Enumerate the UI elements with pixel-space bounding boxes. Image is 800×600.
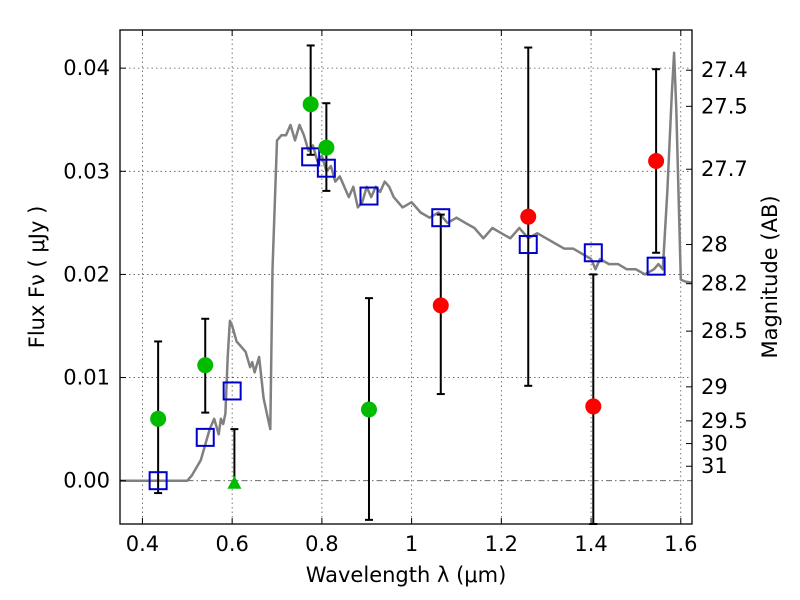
y-tick-label: 0.01 — [63, 366, 110, 390]
y-tick-label: 0.02 — [63, 262, 110, 286]
model-square-point — [431, 208, 451, 228]
mag-tick-label: 29 — [701, 375, 728, 399]
mag-tick-label: 28 — [701, 233, 728, 257]
upper-limit-triangle — [227, 475, 242, 489]
model-square-point — [195, 427, 215, 447]
mag-tick-label: 30 — [701, 432, 728, 456]
mag-tick-label: 28.5 — [701, 319, 748, 343]
observed-red-point — [520, 208, 537, 225]
observed-green-point — [318, 139, 335, 156]
grid-layer — [120, 30, 692, 524]
mag-tick-label: 28.2 — [701, 272, 748, 296]
mag-tick-label: 27.5 — [701, 94, 748, 118]
observed-green-point — [197, 357, 214, 374]
observed-green-point — [150, 410, 167, 427]
x-tick-label: 0.8 — [305, 532, 338, 556]
line-layer — [120, 51, 693, 482]
errorbar-layer — [154, 44, 661, 525]
x-tick-label: 0.4 — [126, 532, 159, 556]
y-axis-label: Flux Fν ( μJy ) — [25, 206, 49, 349]
observed-red-point — [648, 152, 665, 169]
plot-frame — [119, 29, 693, 525]
model-square-point — [316, 158, 336, 178]
tick-layer: 0.4 0.6 0.8 1 1.2 1.4 1.6 0.00 0.01 0.02 0.03 0.04 2… — [63, 30, 748, 556]
mag-tick-label: 29.5 — [701, 409, 748, 433]
model-square-point — [301, 147, 321, 167]
observed-red-point — [432, 297, 449, 314]
mag-tick-label: 27.4 — [701, 58, 748, 82]
y2-axis-label: Magnitude (AB) — [758, 195, 782, 358]
model-square-point — [222, 381, 242, 401]
mag-tick-label: 27.7 — [701, 157, 748, 181]
mag-tick-label: 31 — [701, 454, 728, 478]
model-square-point — [518, 235, 538, 255]
x-tick-label: 0.6 — [215, 532, 248, 556]
model-square-point — [359, 186, 379, 206]
y-tick-label: 0.03 — [63, 159, 110, 183]
x-tick-label: 1.2 — [485, 532, 518, 556]
y-tick-label: 0.00 — [63, 469, 110, 493]
marker-layer — [148, 96, 666, 491]
x-tick-label: 1.6 — [664, 532, 697, 556]
x-tick-label: 1 — [405, 532, 418, 556]
model-square-point — [583, 243, 603, 263]
x-tick-label: 1.4 — [574, 532, 607, 556]
model-square-point — [148, 471, 168, 491]
x-axis-label: Wavelength λ (μm) — [306, 563, 507, 587]
model-square-point — [646, 256, 666, 276]
observed-green-point — [302, 96, 319, 113]
observed-red-point — [585, 398, 602, 415]
model-sed-line — [120, 51, 693, 482]
observed-green-point — [360, 401, 377, 418]
y-tick-label: 0.04 — [63, 56, 110, 80]
